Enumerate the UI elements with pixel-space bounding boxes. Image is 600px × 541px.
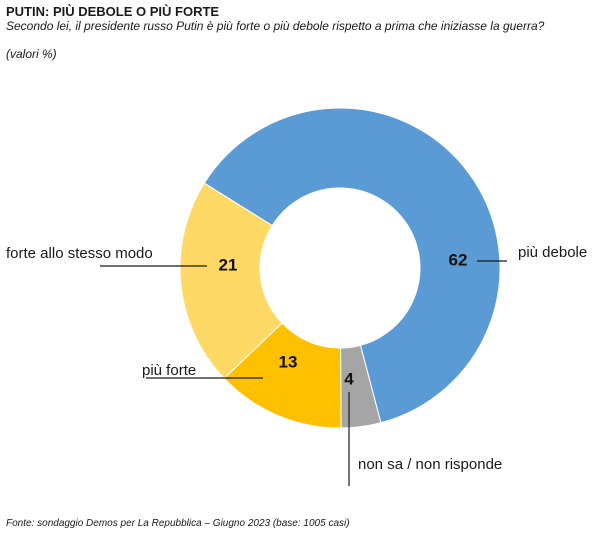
chart-subtitle: Secondo lei, il presidente russo Putin è… — [6, 19, 545, 33]
unit-note: (valori %) — [6, 47, 57, 61]
donut-slices — [179, 107, 501, 429]
chart-title: PUTIN: PIÙ DEBOLE O PIÙ FORTE — [6, 4, 220, 19]
source-note: Fonte: sondaggio Demos per La Repubblica… — [6, 518, 350, 529]
value-label-piu-forte: 13 — [279, 352, 298, 371]
value-label-non-sa-non-risponde: 4 — [344, 369, 354, 388]
category-label-forte-allo-stesso-modo: forte allo stesso modo — [6, 245, 153, 262]
category-label-piu-forte: più forte — [142, 362, 196, 379]
value-label-piu-debole: 62 — [449, 250, 468, 269]
value-label-forte-allo-stesso-modo: 21 — [219, 255, 238, 274]
category-label-piu-debole: più debole — [518, 244, 587, 261]
slice-piu-debole — [203, 107, 501, 424]
slice-forte-allo-stesso-modo — [179, 182, 283, 380]
leader-lines — [100, 260, 507, 486]
chart-labels: 62 più debole 4 non sa / non risponde 13 più … — [6, 244, 587, 473]
category-label-non-sa-non-risponde: non sa / non risponde — [358, 456, 502, 473]
